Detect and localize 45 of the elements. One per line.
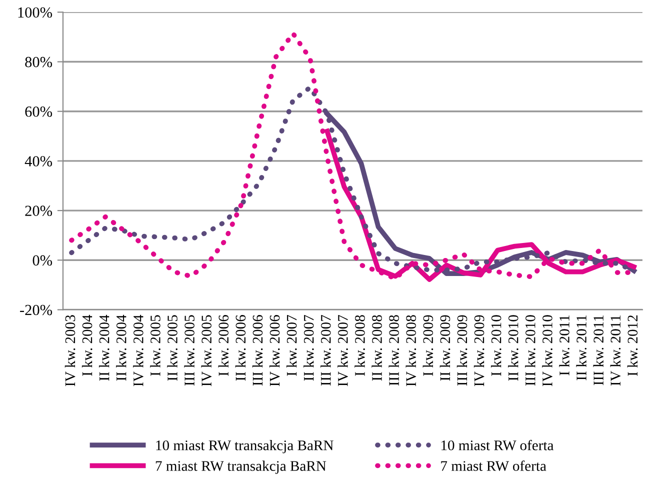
x-tick-label: I kw. 2011 <box>559 315 570 376</box>
x-tick-label: I kw. 2009 <box>422 315 434 376</box>
legend-label: 10 miast RW transakcja BaRN <box>156 440 334 454</box>
x-tick-label: IV kw. 2006 <box>269 315 280 386</box>
x-tick-label: IV kw. 2003 <box>64 315 76 386</box>
x-tick-label: I kw. 2004 <box>82 314 92 376</box>
x-tick-label: II kw. 2011 <box>576 315 587 380</box>
x-tick-label: IV kw. 2005 <box>201 315 212 386</box>
x-tick-label: I kw. 2007 <box>286 315 297 376</box>
x-tick-label: III kw. 2006 <box>252 315 263 386</box>
x-tick-label: IV kw. 2007 <box>338 315 348 386</box>
x-tick-label: I kw. 2010 <box>490 315 502 376</box>
x-tick-label: III kw. 2010 <box>525 315 536 386</box>
x-tick-label: II kw. 2010 <box>508 315 518 381</box>
legend-label: 7 miast RW oferta <box>441 460 546 471</box>
y-tick-label: 80% <box>25 56 52 68</box>
y-tick-label: 60% <box>25 106 52 117</box>
x-tick-label: III kw. 2008 <box>388 315 400 386</box>
y-tick-label: 20% <box>25 206 52 216</box>
x-tick-label: III kw. 2009 <box>456 315 468 386</box>
x-tick-label: IV kw. 2004 <box>133 314 144 386</box>
x-tick-label: IV kw. 2009 <box>474 315 484 386</box>
legend-label: 7 miast RW transakcja BaRN <box>156 460 326 474</box>
x-tick-label: I kw. 2005 <box>150 315 160 376</box>
x-tick-label: II kw. 2005 <box>167 315 178 381</box>
x-tick-label: I kw. 2006 <box>218 315 229 376</box>
x-tick-label: IV kw. 2008 <box>406 315 416 386</box>
x-tick-label: II kw. 2004 <box>98 314 110 381</box>
x-tick-label: II kw. 2006 <box>235 315 246 381</box>
x-tick-label: II kw. 2009 <box>440 315 450 381</box>
x-tick-label: IV kw. 2010 <box>542 315 552 386</box>
y-tick-label: 0% <box>32 255 52 266</box>
y-tick-label: 100% <box>18 7 52 18</box>
y-tick-label: -20% <box>20 304 52 316</box>
x-tick-label: III kw. 2007 <box>320 315 331 386</box>
x-tick-label: II kw. 2007 <box>303 315 314 381</box>
y-tick-label: 40% <box>24 156 52 166</box>
x-tick-label: III kw. 2005 <box>184 315 195 386</box>
x-tick-label: I kw. 2008 <box>354 315 365 376</box>
x-tick-label: II kw. 2004 <box>116 314 126 381</box>
legend-label: 10 miast RW oferta <box>441 440 554 450</box>
x-tick-label: IV kw. 2011 <box>610 315 621 386</box>
x-tick-label: I kw. 2012 <box>627 315 638 376</box>
x-tick-label: II kw. 2008 <box>372 315 382 381</box>
x-tick-label: III kw. 2011 <box>593 315 604 386</box>
